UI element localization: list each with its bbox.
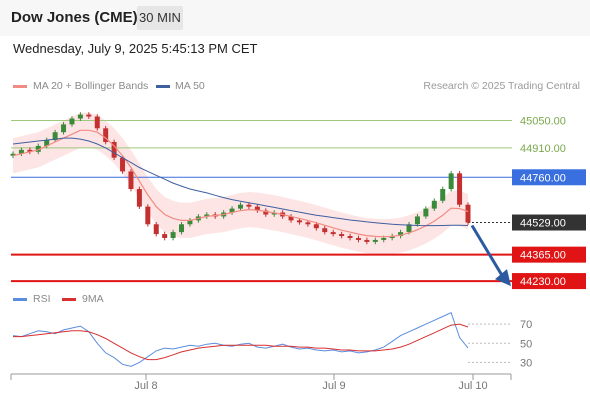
rsi-tick-label: 50 <box>520 338 532 350</box>
candle-down <box>136 189 142 207</box>
candle-down <box>103 128 109 143</box>
ma20-legend-label: MA 20 + Bollinger Bands <box>33 80 149 92</box>
candle-down <box>347 236 353 238</box>
level-label-bg <box>512 246 586 263</box>
x-tick-label: Jul 10 <box>458 380 487 392</box>
rsi-line <box>12 312 469 367</box>
candle-down <box>162 234 168 238</box>
candle-up <box>61 124 67 133</box>
candle-up <box>406 224 412 233</box>
rsi-tick-label: 30 <box>520 357 532 369</box>
timeframe-button[interactable]: 30 MIN <box>137 6 183 30</box>
candle-down <box>457 173 463 205</box>
candle-down <box>296 220 302 223</box>
candle-down <box>313 224 319 229</box>
candle-up <box>431 200 437 209</box>
level-label-resistance: 45050.00 <box>520 115 566 127</box>
candle-down <box>94 116 100 129</box>
ma50-line <box>12 137 469 227</box>
candle-down <box>465 204 471 223</box>
candle-up <box>77 114 83 119</box>
candle-up <box>381 237 387 240</box>
candle-up <box>187 220 193 225</box>
candle-up <box>238 204 243 209</box>
candle-up <box>440 189 446 201</box>
candle-down <box>145 206 151 225</box>
rsi-tick-label: 70 <box>520 319 532 331</box>
level-label-pivot: 44760.00 <box>520 172 566 184</box>
candle-down <box>305 222 311 225</box>
rsi-legend-label: RSI <box>33 293 51 305</box>
ma20-legend-swatch <box>13 85 27 88</box>
credit-text: Research © 2025 Trading Central <box>423 80 580 92</box>
candle-up <box>398 232 404 237</box>
level-label-support: 44365.00 <box>520 250 566 262</box>
x-tick-label: Jul 9 <box>322 380 345 392</box>
candle-up <box>170 232 176 238</box>
candle-up <box>423 208 429 217</box>
candle-up <box>44 140 50 146</box>
candle-down <box>288 216 294 221</box>
candle-up <box>179 224 185 233</box>
level-label-support: 44230.00 <box>520 276 566 288</box>
candle-up <box>18 149 24 154</box>
candle-down <box>254 206 260 211</box>
forecast-arrow-shaft <box>470 224 505 278</box>
rsi-legend-swatch <box>13 298 27 301</box>
candle-down <box>27 149 33 152</box>
level-label-bg <box>512 273 586 290</box>
level-label-resistance: 44910.00 <box>520 143 566 155</box>
candle-up <box>204 214 210 217</box>
ma50-legend-swatch <box>156 85 170 88</box>
rsi-ma9-line <box>13 323 469 361</box>
candle-down <box>339 234 345 237</box>
candle-down <box>364 239 370 242</box>
candle-down <box>120 157 126 172</box>
instrument-title: Dow Jones (CME) <box>11 9 138 26</box>
candle-up <box>372 239 378 242</box>
x-tick-label: Jul 8 <box>134 380 157 392</box>
candle-up <box>52 132 58 141</box>
timestamp: Wednesday, July 9, 2025 5:45:13 PM CET <box>13 41 258 56</box>
ma50-legend-label: MA 50 <box>175 80 205 92</box>
candle-up <box>448 173 454 190</box>
candle-down <box>86 114 92 117</box>
candle-up <box>35 145 41 152</box>
candle-down <box>246 204 252 207</box>
level-label-current: 44529.00 <box>520 218 566 230</box>
candle-down <box>330 232 336 235</box>
candle-up <box>389 236 395 238</box>
candle-down <box>355 237 361 240</box>
level-label-bg <box>512 169 586 186</box>
candle-up <box>69 118 75 125</box>
forecast-arrow-head <box>495 269 511 287</box>
candle-down <box>128 171 134 190</box>
ma9-legend-label: 9MA <box>82 293 104 305</box>
candle-down <box>111 142 117 158</box>
header-bar: Dow Jones (CME) 30 MIN <box>0 0 590 36</box>
candle-up <box>10 153 16 156</box>
ma9-legend-swatch <box>62 298 76 301</box>
candle-down <box>322 228 328 233</box>
candle-up <box>229 208 235 213</box>
candle-down <box>153 224 159 235</box>
level-label-bg <box>512 214 586 231</box>
candle-down <box>263 210 269 215</box>
ma20-line <box>12 129 469 238</box>
candle-up <box>414 216 420 225</box>
